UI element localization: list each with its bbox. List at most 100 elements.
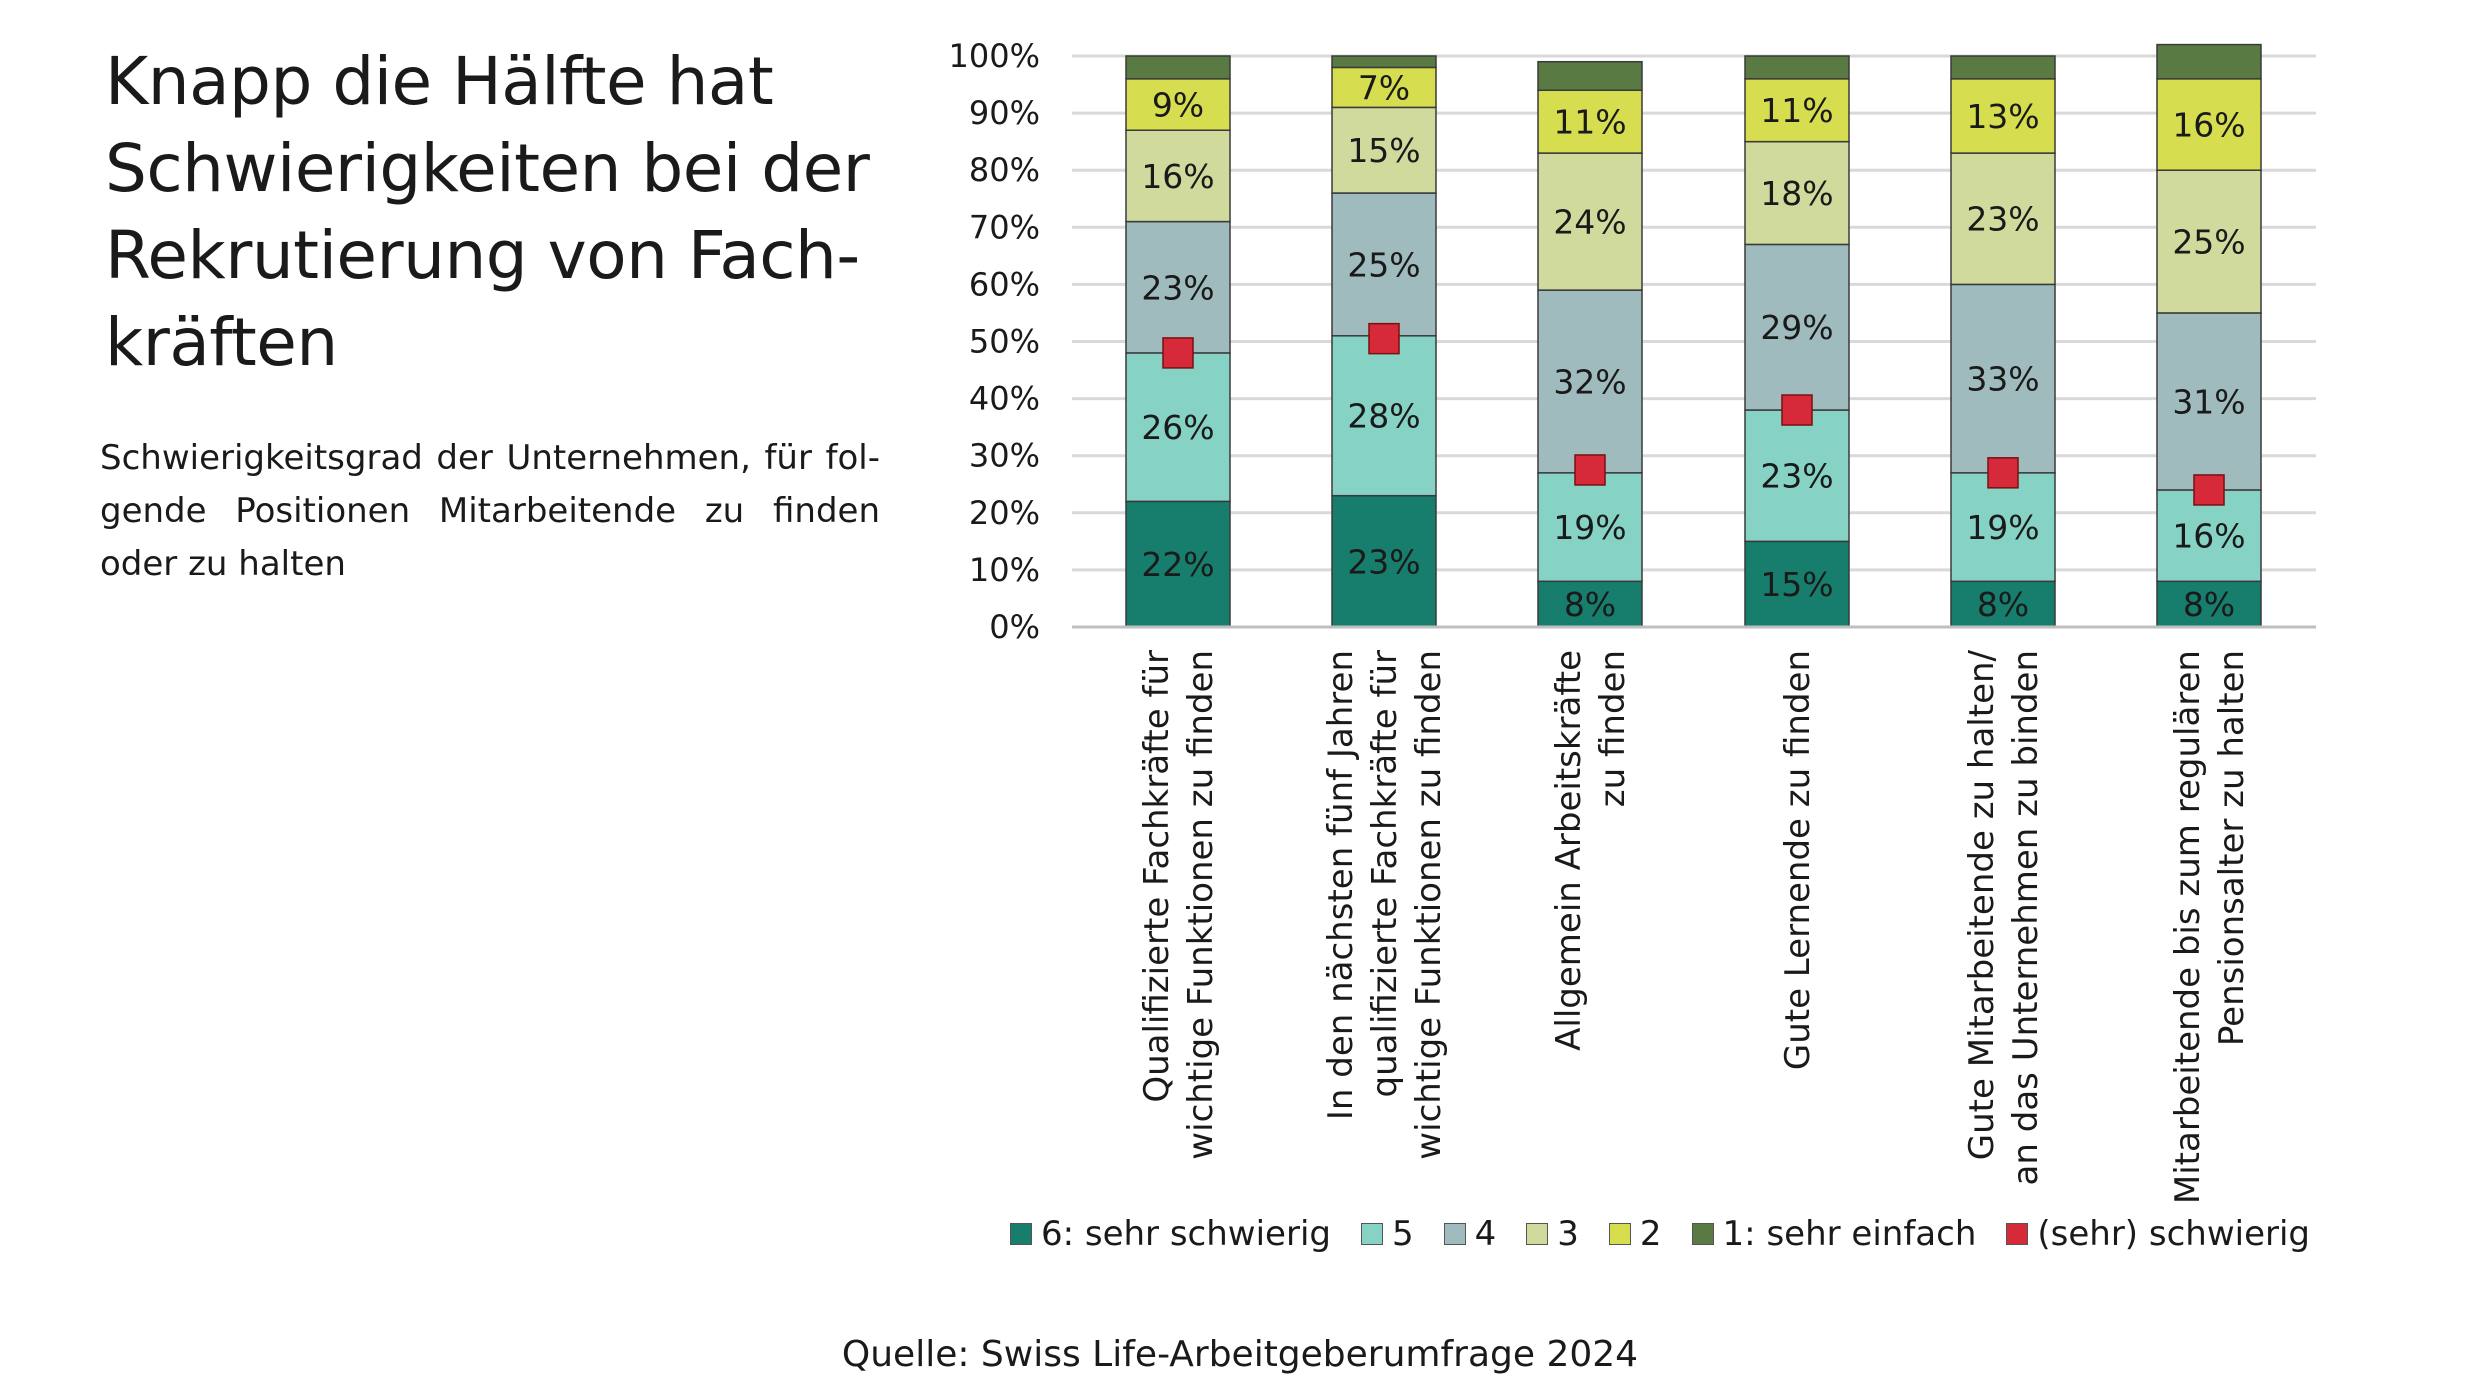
- legend-swatch: [1526, 1223, 1549, 1245]
- x-category-label: Gute Mitarbeitende zu halten/: [1962, 649, 2002, 1160]
- bar-segment: [1744, 409, 1850, 543]
- bar-segment: [1331, 494, 1437, 628]
- y-tick-label: 100%: [949, 37, 1040, 75]
- bar-segment: [2156, 312, 2262, 491]
- legend-item: 1: sehr einfach: [1691, 1214, 1977, 1254]
- x-category-label: Qualifizierte Fachkräfte für: [1137, 650, 1177, 1103]
- x-category-label: Mitarbeitende bis zum regulären: [2168, 650, 2208, 1204]
- data-label: 32%: [1553, 362, 1626, 401]
- bar-segment: [1125, 352, 1231, 503]
- legend-item: 4: [1443, 1214, 1497, 1254]
- y-tick-label: 20%: [969, 494, 1040, 532]
- data-label: 16%: [2172, 517, 2245, 556]
- bar-segment: [1950, 78, 2056, 154]
- data-label: 31%: [2172, 382, 2245, 421]
- x-category-label: an das Unternehmen zu binden: [2006, 650, 2046, 1185]
- y-tick-label: 90%: [969, 94, 1040, 132]
- data-label: 8%: [2183, 585, 2235, 624]
- data-label: 19%: [1553, 508, 1626, 547]
- legend-item: 2: [1608, 1214, 1662, 1254]
- bar-segment: [1744, 78, 1850, 143]
- data-label: 8%: [1977, 585, 2029, 624]
- data-label: 25%: [1347, 245, 1420, 284]
- legend-item: 5: [1360, 1214, 1414, 1254]
- x-category-label: In den nächsten fünf Jahren: [1321, 650, 1361, 1120]
- y-tick-label: 10%: [969, 551, 1040, 589]
- x-category-label: qualifizierte Fachkräfte für: [1365, 650, 1405, 1097]
- bar-segment: [1537, 60, 1643, 92]
- data-label: 15%: [1347, 131, 1420, 170]
- legend-item: 6: sehr schwierig: [1009, 1214, 1331, 1254]
- legend-swatch: [1009, 1223, 1032, 1245]
- data-label: 23%: [1966, 200, 2039, 239]
- bar-segment: [1125, 78, 1231, 131]
- legend-item: 3: [1526, 1214, 1579, 1254]
- legend-label: 4: [1474, 1214, 1497, 1254]
- data-label: 16%: [1141, 157, 1214, 196]
- legend-swatch: [1608, 1223, 1631, 1245]
- data-label: 28%: [1347, 397, 1420, 436]
- bar-segment: [1331, 106, 1437, 194]
- bar-segment: [1950, 472, 2056, 583]
- bar-segment: [1744, 55, 1850, 80]
- x-category-label: zu finden: [1593, 650, 1633, 807]
- data-label: 23%: [1347, 542, 1420, 581]
- bar-segment: [1537, 289, 1643, 474]
- legend-swatch: [1691, 1223, 1714, 1245]
- bar-segment: [1744, 540, 1850, 628]
- y-tick-label: 80%: [969, 151, 1040, 189]
- x-category-label: Allgemein Arbeitskräfte: [1549, 650, 1589, 1051]
- legend-item: (sehr) schwierig: [2006, 1214, 2310, 1254]
- marker-point: [1781, 394, 1813, 426]
- legend-label: 2: [1639, 1214, 1662, 1254]
- legend-label: 6: sehr schwierig: [1040, 1214, 1331, 1254]
- legend-label: 1: sehr einfach: [1722, 1214, 1977, 1254]
- bar-segment: [1950, 55, 2056, 80]
- x-category-label: Gute Lernende zu finden: [1778, 650, 1818, 1070]
- bar-segment: [1331, 335, 1437, 497]
- data-label: 16%: [2172, 106, 2245, 145]
- data-label: 24%: [1553, 203, 1626, 242]
- y-tick-label: 70%: [969, 208, 1040, 246]
- y-tick-label: 40%: [969, 380, 1040, 418]
- bar-segment: [1125, 55, 1231, 80]
- bar-segment: [1744, 140, 1850, 246]
- legend-swatch: [2006, 1223, 2029, 1245]
- data-label: 23%: [1760, 457, 1833, 496]
- x-category-label: wichtige Funktionen zu finden: [1409, 650, 1449, 1160]
- y-tick-label: 0%: [989, 608, 1040, 646]
- data-label: 8%: [1564, 585, 1616, 624]
- bar-segment: [1331, 55, 1437, 69]
- data-label: 11%: [1553, 103, 1626, 142]
- data-label: 19%: [1966, 508, 2039, 547]
- y-tick-label: 50%: [969, 323, 1040, 361]
- source-note: Quelle: Swiss Life-Arbeitgeberumfrage 20…: [841, 1334, 1639, 1375]
- bar-segment: [1537, 152, 1643, 291]
- bar-segment: [1125, 500, 1231, 628]
- data-label: 29%: [1760, 308, 1833, 347]
- bar-segment: [2156, 169, 2262, 314]
- bar-segment: [2156, 580, 2262, 628]
- x-category-label: Pensionsalter zu halten: [2212, 650, 2252, 1046]
- data-label: 9%: [1152, 86, 1204, 125]
- bar-segment: [2156, 43, 2262, 80]
- marker-point: [1574, 454, 1606, 486]
- bar-segment: [1125, 129, 1231, 223]
- data-label: 13%: [1966, 97, 2039, 136]
- bar-segment: [1537, 89, 1643, 154]
- chart-legend: 6: sehr schwierig 5 4 3 2 1: sehr einfach (seh…: [1009, 1214, 2310, 1254]
- marker-point: [1987, 457, 2019, 489]
- bar-segment: [1331, 192, 1437, 337]
- marker-point: [1162, 337, 1194, 369]
- data-label: 33%: [1966, 360, 2039, 399]
- legend-label: (sehr) schwierig: [2037, 1214, 2311, 1254]
- data-label: 23%: [1141, 268, 1214, 307]
- legend-swatch: [1360, 1223, 1383, 1245]
- data-label: 26%: [1141, 408, 1214, 447]
- x-category-label: wichtige Funktionen zu finden: [1181, 650, 1221, 1160]
- bar-segment: [1950, 152, 2056, 286]
- bar-segment: [1331, 66, 1437, 109]
- data-label: 7%: [1358, 68, 1410, 107]
- data-label: 22%: [1141, 545, 1214, 584]
